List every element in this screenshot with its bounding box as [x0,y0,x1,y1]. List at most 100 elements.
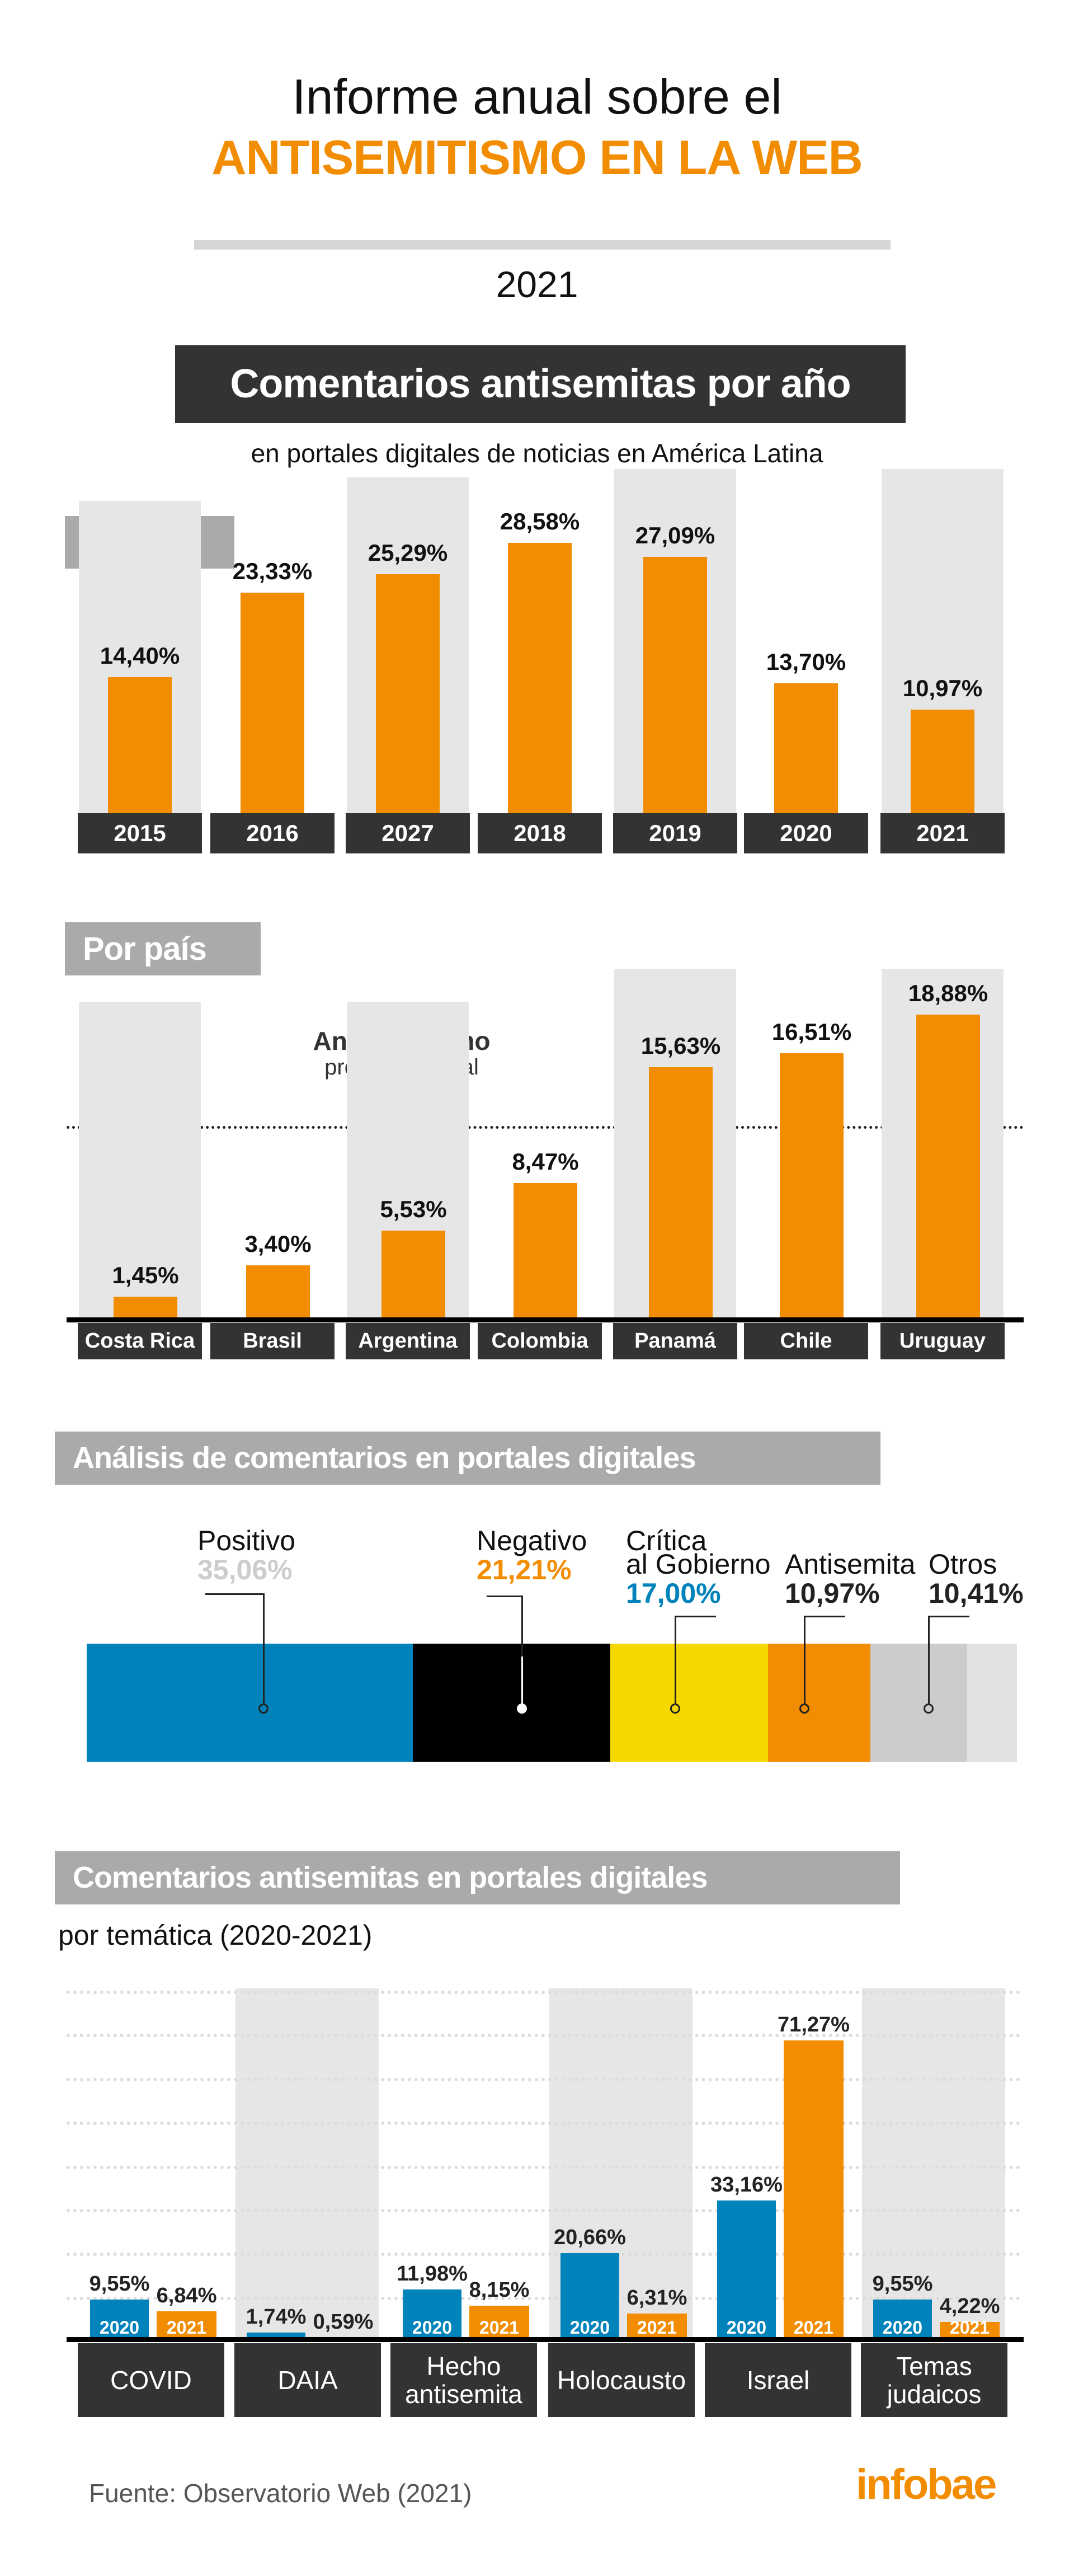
bar-value-label: 5,53% [380,1196,447,1223]
bar [108,677,172,813]
average-line [67,1126,1024,1129]
bar-value-label: 15,63% [640,1033,721,1059]
bar [514,1183,577,1320]
segment-name-line2: al Gobierno [626,1549,771,1580]
bar-value-label: 9,55% [89,2272,150,2296]
category-label: Chile [744,1323,868,1359]
segment-marker [799,1704,809,1714]
bar-value-label: 71,27% [778,2013,850,2037]
category-label: Hecho antisemita [390,2343,537,2417]
bar-value-label: 4,22% [939,2295,1000,2319]
bar-value-label: 27,09% [635,522,715,549]
tematica-subtitle: por temática (2020-2021) [58,1920,373,1951]
segment-connector [804,1616,805,1704]
series-year-label: 2021 [949,2317,990,2338]
title-divider [194,240,891,250]
segment-marker [517,1704,527,1714]
bar [508,542,572,813]
bar-value-label: 6,31% [626,2286,687,2310]
bar [717,2200,776,2340]
category-label-text: DAIA [277,2366,337,2394]
section-banner: Comentarios antisemitas por año [175,345,906,423]
segment-marker [924,1704,934,1714]
infobae-logo: infobae [856,2461,997,2508]
bar [916,1015,980,1320]
bar-value-label: 9,55% [872,2272,933,2296]
category-label-text: Holocausto [557,2366,686,2394]
bar [241,592,304,813]
category-label: 2020 [744,813,868,853]
bar [911,709,974,813]
gridline [67,2166,1020,2169]
gridline [67,2078,1020,2081]
category-label: Panamá [613,1323,737,1359]
bar [627,2313,687,2340]
segment-name: Negativo [477,1525,587,1556]
bar-value-label: 25,29% [368,539,448,566]
tag-tematica: Comentarios antisemitas en portales digi… [55,1851,900,1904]
bar-value-label: 18,88% [908,980,988,1007]
segment-name: Crítica [626,1525,707,1556]
gridline [67,2034,1020,2037]
segment-value: 10,41% [929,1578,1024,1609]
category-label: 2016 [210,813,335,853]
stacked-segment [610,1644,769,1762]
category-label-line: Israel [746,2366,810,2395]
bar-value-label: 16,51% [771,1018,852,1045]
gridline [67,2297,1020,2300]
bar [90,2300,149,2340]
title-line-1: Informe anual sobre el [292,69,782,124]
column-background [235,1988,379,2340]
segment-connector [675,1616,716,1617]
category-label: Israel [705,2343,851,2417]
segment-value: 10,97% [785,1578,880,1609]
series-year-label: 2021 [793,2317,834,2338]
bar-value-label: 13,70% [766,649,846,675]
column-background [79,1002,201,1320]
bar [469,2305,529,2340]
segment-connector [521,1596,523,1704]
category-label: 2021 [880,813,1005,853]
segment-name: Antisemita [785,1549,916,1580]
category-label: COVID [78,2343,224,2417]
tag-por-pais: Por país [65,922,261,975]
segment-connector [487,1596,523,1597]
bar-value-label: 10,97% [902,674,983,701]
series-year-label: 2020 [99,2317,140,2338]
tag-analisis: Análisis de comentarios en portales digi… [55,1432,880,1485]
category-label-line: antisemita [405,2380,522,2409]
bar [114,1297,177,1320]
bar [873,2300,932,2340]
category-label-line: judaicos [887,2380,982,2409]
series-year-label: 2021 [637,2317,677,2338]
bar [643,557,707,813]
series-year-label: 2020 [412,2317,453,2338]
series-year-label: 2021 [479,2317,520,2338]
category-label: 2015 [78,813,202,853]
bar-value-label: 3,40% [244,1230,312,1257]
segment-name: Positivo [197,1525,296,1556]
category-label: Brasil [210,1323,335,1359]
segment-connector [928,1616,969,1617]
segment-connector [263,1593,265,1704]
bar [246,1265,310,1320]
segment-value: 17,00% [626,1578,721,1609]
stacked-segment [870,1644,968,1762]
category-label-text: COVID [110,2366,192,2394]
baseline [67,2337,1024,2342]
bar-value-label: 28,58% [500,508,580,534]
stacked-remainder [967,1644,1017,1762]
category-label-line: DAIA [277,2366,338,2395]
bar [649,1067,713,1320]
series-year-label: 2020 [726,2317,767,2338]
bar [774,683,838,813]
category-label: Argentina [346,1323,470,1359]
category-label-text: Hecho antisemita [405,2352,522,2408]
category-label: 2027 [346,813,470,853]
category-label: 2018 [478,813,602,853]
category-label: Temas judaicos [861,2343,1007,2417]
category-label-text: Temas judaicos [887,2352,982,2408]
bar [157,2311,216,2340]
bar-value-label: 23,33% [232,557,313,584]
segment-marker [670,1704,680,1714]
